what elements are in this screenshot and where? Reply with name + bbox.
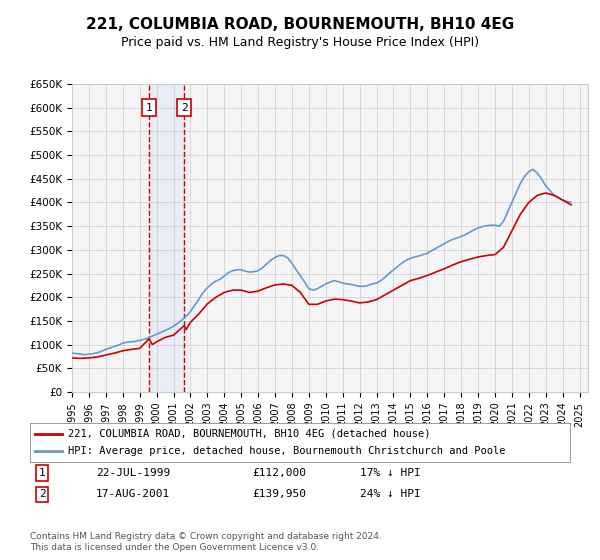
Text: 2: 2: [38, 489, 46, 500]
Text: 221, COLUMBIA ROAD, BOURNEMOUTH, BH10 4EG (detached house): 221, COLUMBIA ROAD, BOURNEMOUTH, BH10 4E…: [68, 429, 430, 439]
Text: 1: 1: [146, 102, 152, 113]
Bar: [149, 84, 184, 392]
Text: 17% ↓ HPI: 17% ↓ HPI: [360, 468, 421, 478]
Text: Price paid vs. HM Land Registry's House Price Index (HPI): Price paid vs. HM Land Registry's House …: [121, 36, 479, 49]
Text: £112,000: £112,000: [252, 468, 306, 478]
Text: 24% ↓ HPI: 24% ↓ HPI: [360, 489, 421, 500]
Text: 2: 2: [181, 102, 188, 113]
Text: £139,950: £139,950: [252, 489, 306, 500]
Text: 22-JUL-1999: 22-JUL-1999: [96, 468, 170, 478]
Text: 221, COLUMBIA ROAD, BOURNEMOUTH, BH10 4EG: 221, COLUMBIA ROAD, BOURNEMOUTH, BH10 4E…: [86, 17, 514, 32]
Text: 1: 1: [38, 468, 46, 478]
Text: 17-AUG-2001: 17-AUG-2001: [96, 489, 170, 500]
Text: HPI: Average price, detached house, Bournemouth Christchurch and Poole: HPI: Average price, detached house, Bour…: [68, 446, 505, 456]
Text: Contains HM Land Registry data © Crown copyright and database right 2024.
This d: Contains HM Land Registry data © Crown c…: [30, 532, 382, 552]
